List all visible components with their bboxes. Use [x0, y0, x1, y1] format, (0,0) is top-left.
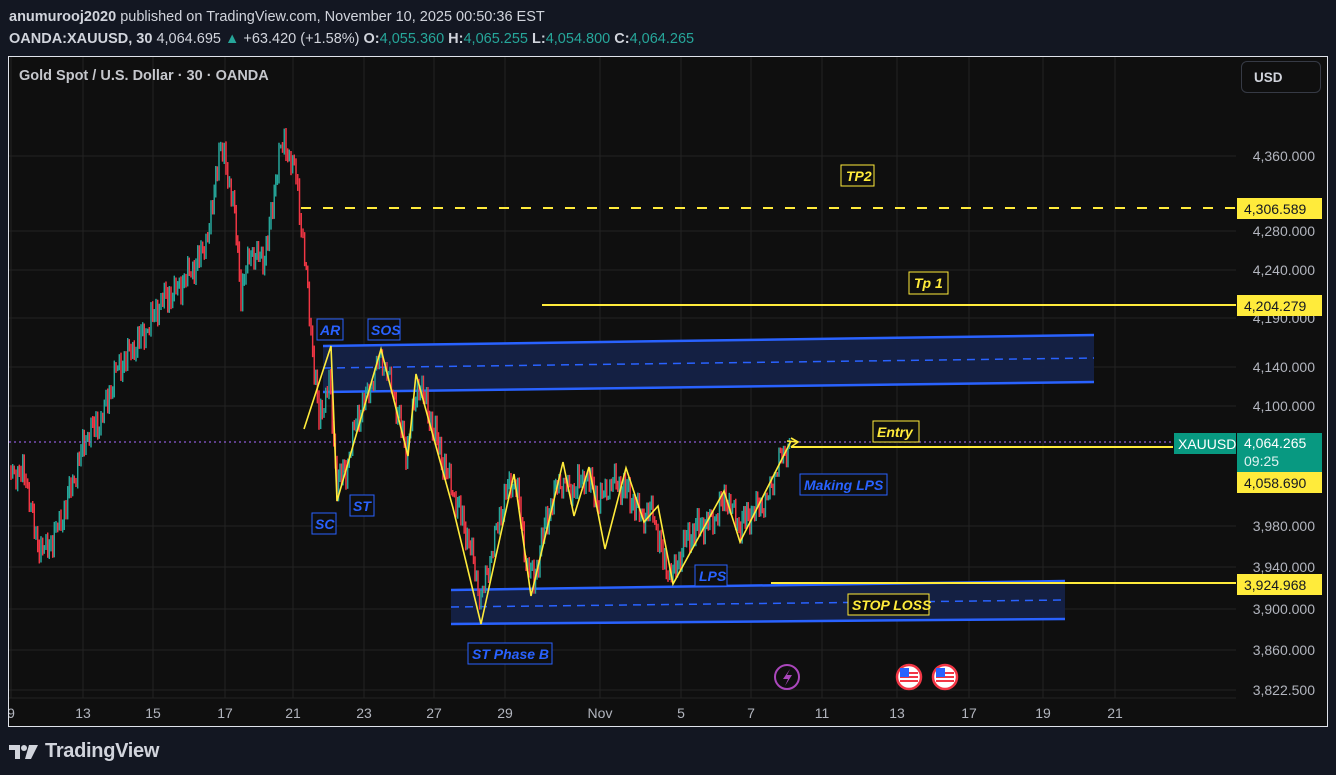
time-axis[interactable]: 9 13 15 17 21 23 27 29 Nov 5 7 11 13 17 19 21 — [9, 705, 1123, 721]
price-chart[interactable]: TP2 Tp 1 Entry STOP LOSS Making LPS LPS … — [9, 57, 1328, 727]
svg-text:Making LPS: Making LPS — [804, 477, 884, 493]
symbol-tag: XAUUSD — [1174, 433, 1236, 454]
svg-text:Entry: Entry — [877, 424, 914, 440]
time-axis-label: 21 — [285, 705, 301, 721]
svg-text:LPS: LPS — [699, 568, 727, 584]
svg-text:ST: ST — [353, 498, 372, 514]
current-price-badge: 4,064.265 09:25 — [1237, 433, 1322, 473]
time-axis-label: Nov — [588, 705, 613, 721]
tp2-label[interactable]: TP2 — [840, 164, 875, 187]
stop-loss-price-badge: 3,924.968 — [1237, 574, 1322, 595]
st-phase-b-label[interactable]: ST Phase B — [467, 642, 553, 665]
price-axis[interactable]: 4,360.0004,280.0004,240.0004,190.0004,14… — [1253, 148, 1315, 698]
low-label: L: — [532, 31, 546, 47]
published-text: published on TradingView.com, November 1… — [120, 9, 545, 25]
svg-text:4,064.265: 4,064.265 — [1244, 435, 1306, 451]
price-axis-label: 4,280.000 — [1253, 223, 1315, 239]
price-axis-label: 3,860.000 — [1253, 642, 1315, 658]
price-axis-label: 4,140.000 — [1253, 359, 1315, 375]
svg-text:ST Phase B: ST Phase B — [472, 646, 549, 662]
svg-text:STOP LOSS: STOP LOSS — [852, 597, 932, 613]
time-axis-label: 7 — [747, 705, 755, 721]
stop-loss-label[interactable]: STOP LOSS — [847, 593, 932, 616]
svg-text:4,306.589: 4,306.589 — [1244, 201, 1306, 217]
price-axis-label: 4,240.000 — [1253, 262, 1315, 278]
chart-title: Gold Spot / U.S. Dollar · 30 · OANDA — [19, 68, 269, 84]
svg-text:4,204.279: 4,204.279 — [1244, 298, 1306, 314]
tp1-label[interactable]: Tp 1 — [908, 271, 949, 295]
lower-support-zone[interactable] — [450, 579, 1066, 626]
publication-line: anumurooj2020 published on TradingView.c… — [9, 6, 694, 28]
symbol-ohlc-line: OANDA:XAUUSD, 30 4,064.695 ▲ +63.420 (+1… — [9, 28, 694, 50]
entry-price-badge: 4,058.690 — [1237, 472, 1322, 493]
price-axis-label: 4,100.000 — [1253, 398, 1315, 414]
entry-label[interactable]: Entry — [872, 420, 920, 443]
last-price: 4,064.695 — [156, 31, 221, 47]
svg-text:3,924.968: 3,924.968 — [1244, 577, 1306, 593]
low-value: 4,054.800 — [545, 31, 611, 47]
tp2-price-badge: 4,306.589 — [1237, 198, 1322, 219]
time-axis-label: 29 — [497, 705, 513, 721]
lps-label[interactable]: LPS — [694, 564, 728, 587]
time-axis-label: 19 — [1035, 705, 1051, 721]
time-axis-label: 27 — [426, 705, 442, 721]
svg-text:09:25: 09:25 — [1244, 453, 1279, 469]
svg-text:4,058.690: 4,058.690 — [1244, 475, 1306, 491]
price-axis-label: 3,900.000 — [1253, 601, 1315, 617]
open-label: O: — [363, 31, 380, 47]
time-axis-label: 21 — [1107, 705, 1123, 721]
svg-text:AR: AR — [319, 322, 341, 338]
st-label[interactable]: ST — [349, 494, 375, 517]
tradingview-brand: TradingView — [45, 740, 160, 762]
lightning-event-icon[interactable] — [774, 664, 800, 690]
sc-label[interactable]: SC — [311, 512, 337, 535]
price-axis-label: 3,940.000 — [1253, 559, 1315, 575]
svg-text:XAUUSD: XAUUSD — [1178, 436, 1236, 452]
price-axis-label: 3,980.000 — [1253, 518, 1315, 534]
upper-resistance-zone[interactable] — [322, 333, 1095, 394]
svg-text:SOS: SOS — [371, 322, 401, 338]
time-axis-label: 17 — [961, 705, 977, 721]
author-name[interactable]: anumurooj2020 — [9, 9, 117, 25]
chart-pane[interactable]: TP2 Tp 1 Entry STOP LOSS Making LPS LPS … — [8, 56, 1328, 727]
time-axis-label: 23 — [356, 705, 372, 721]
close-label: C: — [614, 31, 630, 47]
symbol-name: OANDA:XAUUSD, 30 — [9, 31, 153, 47]
price-change: +63.420 (+1.58%) — [243, 31, 360, 47]
svg-text:Tp 1: Tp 1 — [914, 275, 943, 291]
time-axis-label: 17 — [217, 705, 233, 721]
time-axis-label: 13 — [75, 705, 91, 721]
ar-label[interactable]: AR — [316, 318, 344, 341]
time-axis-label: 15 — [145, 705, 161, 721]
publication-header: anumurooj2020 published on TradingView.c… — [9, 6, 694, 50]
svg-text:TP2: TP2 — [846, 168, 872, 184]
sos-label[interactable]: SOS — [367, 318, 401, 341]
time-axis-label: 9 — [9, 705, 15, 721]
us-flag-event-icon[interactable] — [931, 663, 959, 691]
price-axis-label: 3,822.500 — [1253, 682, 1315, 698]
time-axis-label: 11 — [815, 705, 830, 721]
open-value: 4,055.360 — [379, 31, 445, 47]
entry-arrow-icon — [786, 437, 800, 448]
price-axis-label: 4,360.000 — [1253, 148, 1315, 164]
high-label: H: — [448, 31, 464, 47]
high-value: 4,065.255 — [463, 31, 528, 47]
up-triangle-icon: ▲ — [225, 31, 240, 47]
currency-button[interactable]: USD — [1241, 61, 1321, 93]
close-value: 4,064.265 — [629, 31, 695, 47]
wyckoff-zigzag-line — [303, 345, 792, 625]
tradingview-logo[interactable]: TradingView — [9, 740, 159, 763]
making-lps-label[interactable]: Making LPS — [799, 473, 888, 496]
time-axis-label: 5 — [677, 705, 685, 721]
us-flag-event-icon[interactable] — [895, 663, 923, 691]
time-axis-label: 13 — [889, 705, 905, 721]
tradingview-logo-icon — [9, 744, 38, 759]
svg-text:SC: SC — [315, 516, 335, 532]
tp1-price-badge: 4,204.279 — [1237, 295, 1322, 316]
